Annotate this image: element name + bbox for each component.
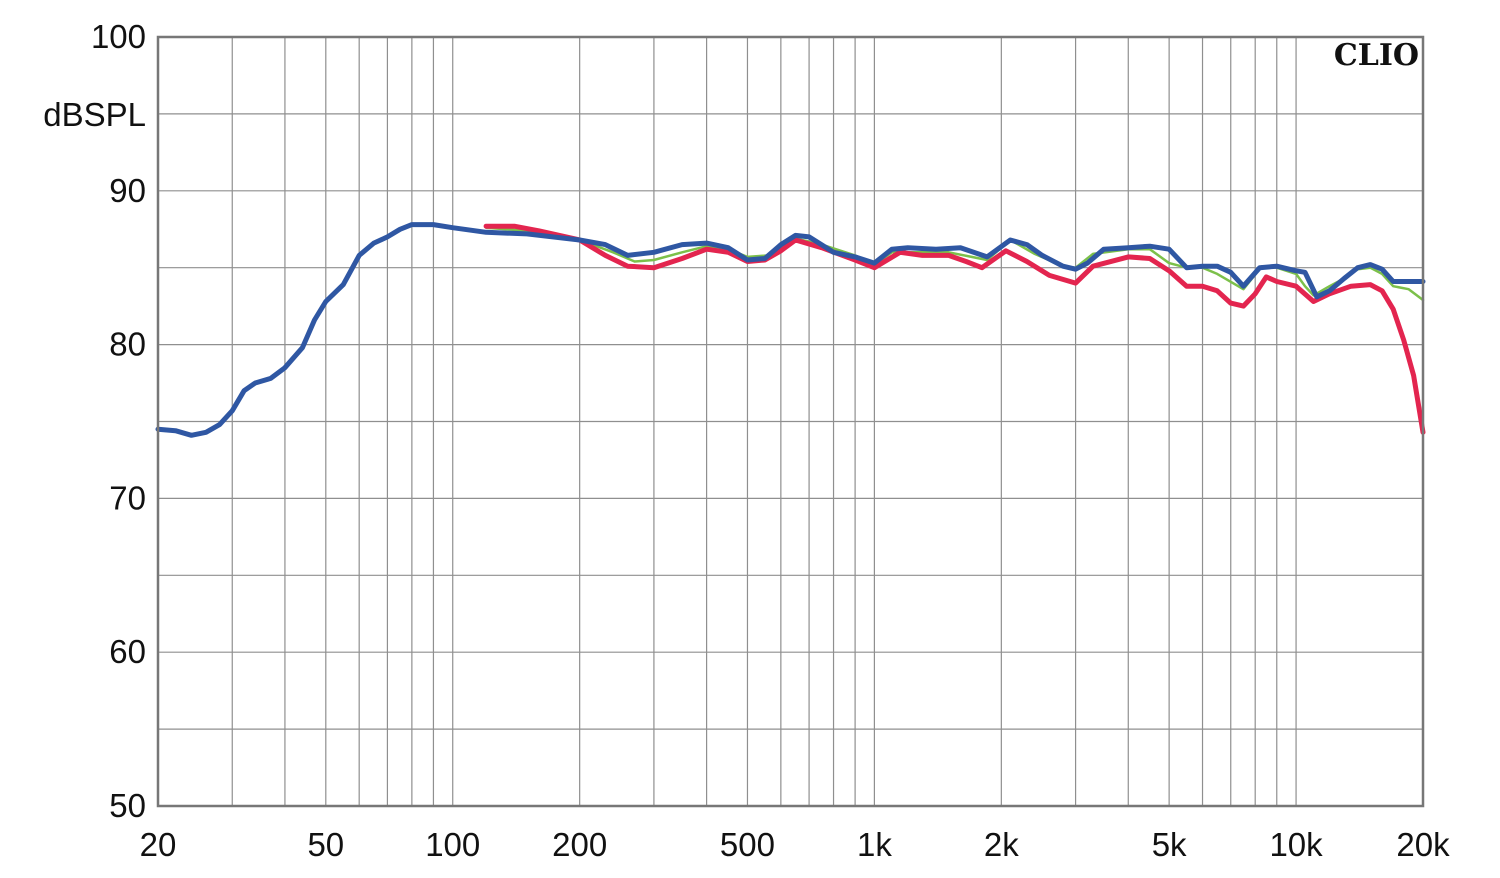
y-tick-label: 100 (91, 18, 146, 55)
x-tick-label: 100 (425, 826, 480, 863)
y-tick-label: 70 (109, 479, 146, 516)
y-tick-label: 60 (109, 633, 146, 670)
x-tick-label: 5k (1152, 826, 1187, 863)
series-line-blue (155, 222, 1426, 438)
clio-brand-label: CLIO (1334, 38, 1419, 73)
x-tick-label: 20k (1396, 826, 1450, 863)
series-line-red (483, 223, 1426, 435)
y-tick-label: 90 (109, 172, 146, 209)
plot-frame (156, 35, 1425, 808)
y-axis-label: dBSPL (43, 96, 146, 133)
grid (157, 36, 1424, 807)
series-group (155, 222, 1426, 438)
y-tick-label: 50 (109, 787, 146, 824)
y-tick-label: 80 (109, 326, 146, 363)
x-tick-label: 200 (552, 826, 607, 863)
x-tick-label: 2k (984, 826, 1019, 863)
x-tick-label: 1k (857, 826, 892, 863)
x-tick-label: 20 (140, 826, 177, 863)
x-tick-label: 10k (1269, 826, 1323, 863)
x-tick-label: 500 (720, 826, 775, 863)
x-tick-label: 50 (307, 826, 344, 863)
